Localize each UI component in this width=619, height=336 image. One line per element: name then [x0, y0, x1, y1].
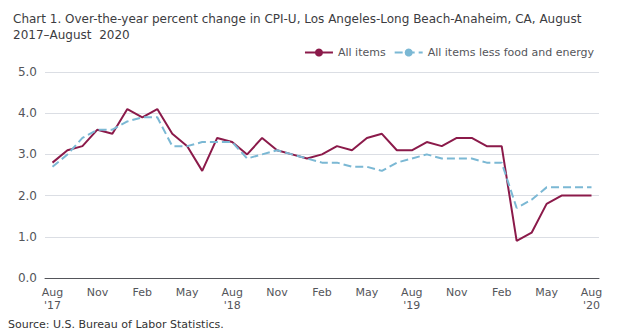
svg-text:2017–August 2020: 2017–August 2020 — [13, 28, 130, 42]
svg-text:Source: U.S. Bureau of Labor S: Source: U.S. Bureau of Labor Statistics. — [8, 318, 224, 331]
svg-text:May: May — [176, 286, 199, 299]
svg-text:'18: '18 — [224, 299, 241, 312]
svg-text:Aug: Aug — [221, 286, 242, 299]
svg-text:4.0: 4.0 — [18, 106, 37, 120]
svg-text:'17: '17 — [44, 299, 61, 312]
svg-text:Feb: Feb — [492, 286, 511, 299]
svg-text:0.0: 0.0 — [18, 271, 37, 285]
svg-text:'20: '20 — [583, 299, 600, 312]
svg-text:Nov: Nov — [446, 286, 468, 299]
svg-text:2.0: 2.0 — [18, 189, 37, 203]
svg-text:Aug: Aug — [581, 286, 602, 299]
svg-text:3.0: 3.0 — [18, 147, 37, 161]
svg-text:Chart 1. Over-the-year percent: Chart 1. Over-the-year percent change in… — [13, 12, 582, 26]
svg-text:Nov: Nov — [87, 286, 109, 299]
svg-text:May: May — [535, 286, 558, 299]
svg-text:5.0: 5.0 — [18, 65, 37, 79]
svg-text:May: May — [356, 286, 379, 299]
svg-text:1.0: 1.0 — [18, 230, 37, 244]
svg-text:'19: '19 — [403, 299, 420, 312]
svg-text:All items: All items — [338, 46, 386, 59]
svg-text:All items less food and energy: All items less food and energy — [428, 46, 595, 59]
svg-text:Feb: Feb — [133, 286, 152, 299]
svg-text:Feb: Feb — [312, 286, 331, 299]
svg-text:Aug: Aug — [42, 286, 63, 299]
svg-text:Nov: Nov — [266, 286, 288, 299]
svg-text:Aug: Aug — [401, 286, 422, 299]
